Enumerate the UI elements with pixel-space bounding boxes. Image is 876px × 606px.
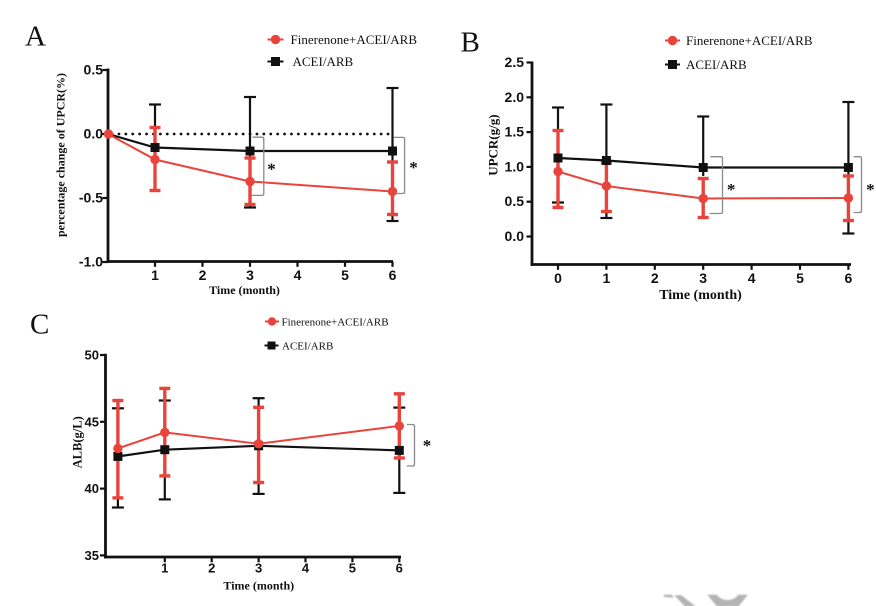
svg-text:3: 3 — [255, 561, 262, 576]
svg-text:Finerenone+ACEI/ARB: Finerenone+ACEI/ARB — [282, 317, 389, 329]
svg-text:1: 1 — [603, 270, 611, 286]
svg-text:45: 45 — [85, 414, 99, 429]
svg-text:ALB(g/L): ALB(g/L) — [70, 416, 84, 468]
svg-text:A: A — [25, 21, 46, 53]
svg-text:1.5: 1.5 — [505, 124, 525, 140]
svg-text:*: * — [866, 180, 875, 199]
svg-text:*: * — [423, 436, 432, 455]
svg-text:2.5: 2.5 — [505, 54, 525, 70]
svg-text:*: * — [267, 160, 276, 179]
svg-text:percentage change of UPCR(%): percentage change of UPCR(%) — [54, 73, 68, 237]
svg-text:Finerenone+ACEI/ARB: Finerenone+ACEI/ARB — [291, 32, 418, 47]
svg-text:5: 5 — [349, 561, 356, 576]
svg-text:ACEI/ARB: ACEI/ARB — [686, 57, 747, 72]
svg-text:4: 4 — [302, 561, 310, 576]
svg-text:0: 0 — [554, 270, 562, 286]
svg-text:-1.0: -1.0 — [79, 254, 103, 270]
svg-text:Time (month): Time (month) — [209, 283, 280, 297]
svg-text:6: 6 — [845, 270, 853, 286]
svg-text:3: 3 — [246, 267, 254, 283]
svg-text:4: 4 — [748, 270, 756, 286]
svg-text:2: 2 — [651, 270, 659, 286]
svg-text:4: 4 — [294, 267, 302, 283]
svg-text:0.0: 0.0 — [505, 228, 525, 244]
svg-text:UPCR(g/g): UPCR(g/g) — [486, 114, 501, 175]
svg-text:2.0: 2.0 — [505, 89, 525, 105]
svg-text:35: 35 — [85, 548, 99, 563]
svg-text:C: C — [30, 309, 49, 341]
svg-text:Finerenone+ACEI/ARB: Finerenone+ACEI/ARB — [686, 33, 813, 48]
svg-text:0.5: 0.5 — [84, 62, 104, 78]
svg-text:6: 6 — [396, 561, 403, 576]
svg-text:*: * — [409, 158, 418, 177]
svg-text:B: B — [461, 27, 480, 59]
svg-text:ACEI/ARB: ACEI/ARB — [282, 341, 333, 353]
svg-text:2: 2 — [208, 561, 215, 576]
svg-text:5: 5 — [341, 267, 349, 283]
svg-text:1.0: 1.0 — [505, 158, 525, 174]
svg-text:*: * — [727, 180, 736, 199]
svg-text:6: 6 — [389, 267, 397, 283]
svg-text:-0.5: -0.5 — [79, 190, 103, 206]
svg-text:ACEI/ARB: ACEI/ARB — [293, 54, 354, 69]
svg-text:50: 50 — [85, 348, 99, 363]
svg-text:1: 1 — [151, 267, 159, 283]
svg-text:0.0: 0.0 — [84, 126, 104, 142]
svg-text:5: 5 — [796, 270, 804, 286]
svg-text:Time (month): Time (month) — [659, 288, 742, 303]
svg-text:2: 2 — [199, 267, 207, 283]
svg-text:1: 1 — [161, 561, 168, 576]
svg-text:0.5: 0.5 — [505, 193, 525, 209]
svg-text:40: 40 — [85, 481, 99, 496]
svg-text:Time (month): Time (month) — [223, 579, 294, 593]
svg-text:3: 3 — [699, 270, 707, 286]
